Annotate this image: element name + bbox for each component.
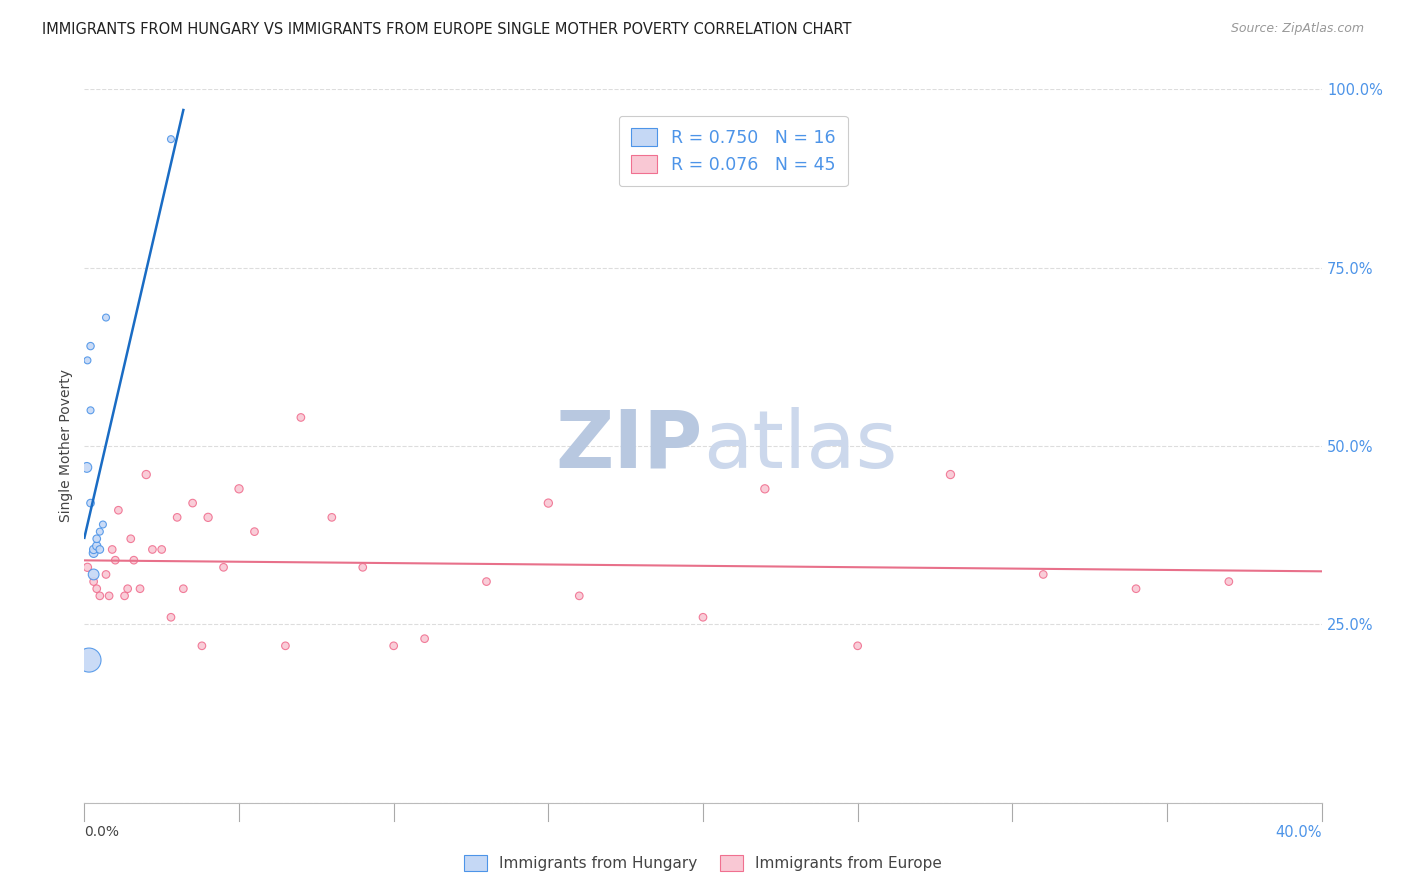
Point (1218, 574, 1240, 589)
Point (89, 524, 111, 539)
Point (321, 510, 343, 524)
Point (166, 510, 188, 524)
Point (160, 132, 183, 146)
Text: Source: ZipAtlas.com: Source: ZipAtlas.com (1230, 22, 1364, 36)
Point (122, 553, 145, 567)
Point (76, 460, 98, 475)
Point (79, 339, 101, 353)
Point (120, 532, 142, 546)
Point (352, 560, 374, 574)
Point (160, 610, 183, 624)
Point (79, 496, 101, 510)
Text: atlas: atlas (703, 407, 897, 485)
Point (83, 542, 105, 557)
Text: 40.0%: 40.0% (1275, 825, 1322, 840)
Point (212, 560, 235, 574)
Point (150, 542, 173, 557)
Point (76, 560, 98, 574)
Point (197, 510, 219, 524)
Point (83, 546, 105, 560)
Point (89, 589, 111, 603)
Point (1125, 582, 1147, 596)
Text: 0.0%: 0.0% (84, 825, 120, 839)
Point (475, 574, 498, 589)
Point (290, 410, 312, 425)
Point (243, 524, 266, 539)
Point (83, 574, 105, 589)
Point (86, 582, 108, 596)
Point (568, 589, 591, 603)
Point (101, 542, 124, 557)
Point (83, 567, 105, 582)
Point (86, 532, 108, 546)
Text: IMMIGRANTS FROM HUNGARY VS IMMIGRANTS FROM EUROPE SINGLE MOTHER POVERTY CORRELAT: IMMIGRANTS FROM HUNGARY VS IMMIGRANTS FR… (42, 22, 852, 37)
Point (939, 467, 962, 482)
Point (135, 467, 157, 482)
Point (107, 503, 129, 517)
Point (91, 517, 114, 532)
Point (94, 567, 117, 582)
Point (382, 639, 405, 653)
Point (274, 639, 297, 653)
Point (754, 482, 776, 496)
Point (129, 582, 152, 596)
Point (846, 639, 869, 653)
Legend: Immigrants from Hungary, Immigrants from Europe: Immigrants from Hungary, Immigrants from… (458, 849, 948, 877)
Point (89, 542, 111, 557)
Y-axis label: Single Mother Poverty: Single Mother Poverty (59, 369, 73, 523)
Point (172, 582, 194, 596)
Point (413, 632, 436, 646)
Point (1032, 567, 1054, 582)
Point (94, 310, 117, 325)
Point (191, 639, 214, 653)
Point (77, 653, 100, 667)
Point (117, 582, 139, 596)
Point (104, 553, 127, 567)
Point (537, 496, 560, 510)
Point (228, 482, 250, 496)
Point (181, 496, 204, 510)
Point (692, 610, 714, 624)
Point (98, 589, 121, 603)
Text: ZIP: ZIP (555, 407, 703, 485)
Point (86, 539, 108, 553)
Point (114, 589, 136, 603)
Point (76, 353, 98, 368)
Point (141, 542, 163, 557)
Point (79, 403, 101, 417)
